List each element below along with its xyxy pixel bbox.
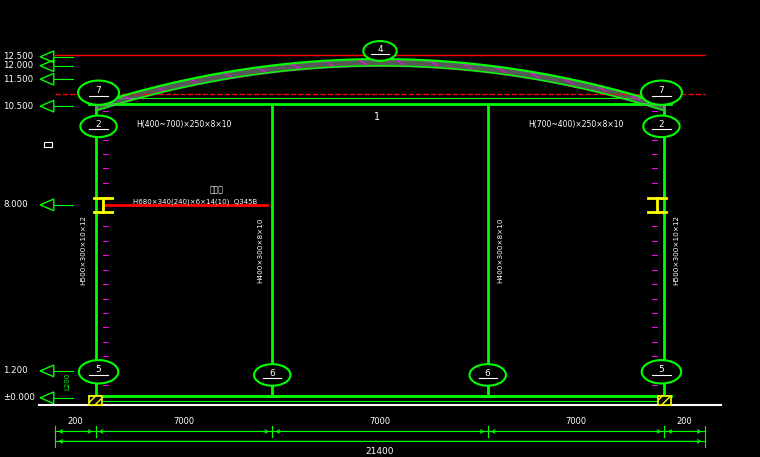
Text: 10.500: 10.500 xyxy=(3,101,33,111)
Text: 2: 2 xyxy=(96,120,101,129)
Text: 起重梁: 起重梁 xyxy=(210,185,224,194)
Circle shape xyxy=(470,364,506,386)
Text: 11.500: 11.500 xyxy=(3,75,33,84)
Text: 7000: 7000 xyxy=(369,417,391,425)
Circle shape xyxy=(79,360,119,383)
Bar xyxy=(89,397,103,404)
Text: 2: 2 xyxy=(659,120,664,129)
Text: 7000: 7000 xyxy=(173,417,195,425)
Text: 7: 7 xyxy=(96,86,101,96)
Text: H500×300×10×12: H500×300×10×12 xyxy=(81,215,87,285)
Text: 200: 200 xyxy=(68,417,84,425)
Text: 4: 4 xyxy=(377,45,383,53)
Circle shape xyxy=(78,80,119,105)
Text: 12.500: 12.500 xyxy=(3,52,33,61)
Text: 8.000: 8.000 xyxy=(3,200,27,209)
Text: 7000: 7000 xyxy=(565,417,587,425)
Text: H400×300×8×10: H400×300×8×10 xyxy=(497,218,503,283)
Text: 6: 6 xyxy=(485,369,491,377)
Circle shape xyxy=(254,364,290,386)
Text: 6: 6 xyxy=(269,369,275,377)
Text: H(400~700)×250×8×10: H(400~700)×250×8×10 xyxy=(136,120,232,128)
Text: H(700~400)×250×8×10: H(700~400)×250×8×10 xyxy=(528,120,624,128)
Circle shape xyxy=(81,116,117,137)
Text: H400×300×8×10: H400×300×8×10 xyxy=(257,218,263,283)
Text: H680×340(240)×6×14(10)  Q345B: H680×340(240)×6×14(10) Q345B xyxy=(134,198,258,205)
Circle shape xyxy=(641,80,682,105)
Text: 1: 1 xyxy=(374,112,380,122)
Text: 12.000: 12.000 xyxy=(3,61,33,70)
Text: 7: 7 xyxy=(659,86,664,96)
Text: 21400: 21400 xyxy=(366,447,394,456)
Circle shape xyxy=(363,41,397,61)
Circle shape xyxy=(643,116,679,137)
Bar xyxy=(657,397,671,404)
Text: ±0.000: ±0.000 xyxy=(3,393,35,402)
Text: 5: 5 xyxy=(659,366,664,374)
Text: H500×300×10×12: H500×300×10×12 xyxy=(673,215,679,285)
Text: 5: 5 xyxy=(96,366,101,374)
Circle shape xyxy=(641,360,681,383)
Text: L200: L200 xyxy=(65,372,71,390)
Text: 1.200: 1.200 xyxy=(3,367,27,375)
Bar xyxy=(44,142,52,147)
Text: 200: 200 xyxy=(676,417,692,425)
